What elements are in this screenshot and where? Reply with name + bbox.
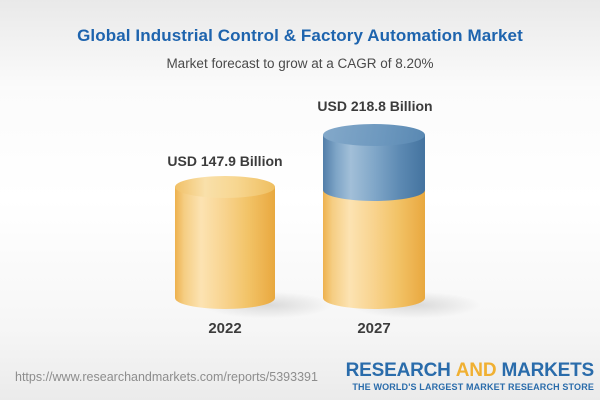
- cylinder-2022-body: [175, 187, 275, 298]
- logo-word-and: AND: [455, 360, 497, 381]
- logo-wordmark: RESEARCH AND MARKETS: [345, 360, 595, 381]
- logo-tagline: THE WORLD'S LARGEST MARKET RESEARCH STOR…: [352, 382, 594, 392]
- category-label-2022: 2022: [208, 320, 242, 337]
- source-url-link[interactable]: https://www.researchandmarkets.com/repor…: [15, 370, 318, 384]
- cylinder-2022-top-cap: [175, 176, 275, 198]
- logo-word-research: RESEARCH: [345, 360, 451, 381]
- cylinder-2027-gold-body: [323, 190, 425, 298]
- chart-subtitle: Market forecast to grow at a CAGR of 8.2…: [166, 56, 434, 71]
- value-label-2022: USD 147.9 Billion: [167, 153, 283, 169]
- cylinder-2027-top-cap: [323, 124, 425, 146]
- logo-word-markets: MARKETS: [501, 360, 594, 381]
- chart-title: Global Industrial Control & Factory Auto…: [77, 26, 523, 45]
- value-label-2027: USD 218.8 Billion: [317, 98, 433, 114]
- researchandmarkets-logo[interactable]: RESEARCH AND MARKETS THE WORLD'S LARGEST…: [345, 360, 595, 392]
- category-label-2027: 2027: [357, 320, 391, 337]
